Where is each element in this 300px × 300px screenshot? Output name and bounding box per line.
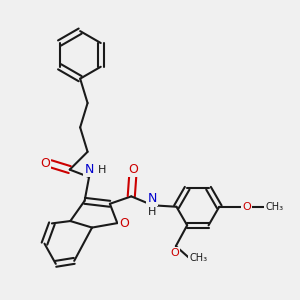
Text: H: H bbox=[98, 165, 106, 175]
Text: O: O bbox=[242, 202, 251, 212]
Text: N: N bbox=[84, 163, 94, 176]
Text: H: H bbox=[148, 207, 156, 217]
Text: O: O bbox=[170, 248, 179, 258]
Text: O: O bbox=[40, 157, 50, 170]
Text: CH₃: CH₃ bbox=[189, 253, 207, 263]
Text: O: O bbox=[119, 217, 129, 230]
Text: O: O bbox=[128, 163, 138, 176]
Text: N: N bbox=[147, 192, 157, 205]
Text: CH₃: CH₃ bbox=[265, 202, 283, 212]
